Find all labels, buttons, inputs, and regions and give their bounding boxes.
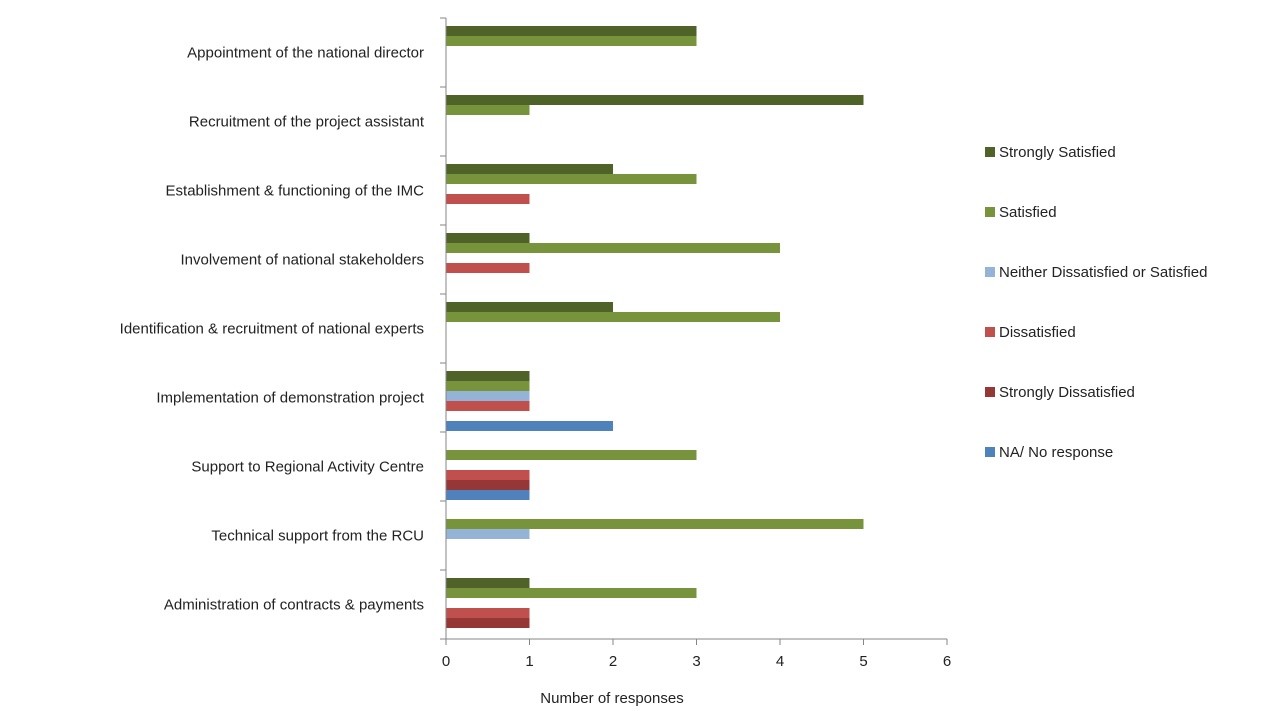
category-label: Support to Regional Activity Centre xyxy=(191,459,424,476)
legend-label-1: Strongly Satisfied xyxy=(999,144,1116,161)
bar-4-series-2 xyxy=(446,243,780,253)
x-tick-label: 3 xyxy=(692,653,700,670)
category-label: Implementation of demonstration project xyxy=(156,390,424,407)
legend-swatch-2 xyxy=(985,207,995,217)
legend-swatch-4 xyxy=(985,327,995,337)
x-tick-label: 5 xyxy=(859,653,867,670)
axes-layer: 0 1 2 3 4 5 6 xyxy=(440,17,951,670)
bar-7-series-5 xyxy=(446,480,530,490)
category-label: Recruitment of the project assistant xyxy=(189,114,425,131)
bar-7-series-4 xyxy=(446,470,530,480)
bar-2-series-1 xyxy=(446,95,864,105)
bar-6-series-2 xyxy=(446,381,530,391)
legend-label-3: Neither Dissatisfied or Satisfied xyxy=(999,264,1207,281)
bar-8-series-2 xyxy=(446,519,864,529)
category-label: Establishment & functioning of the IMC xyxy=(166,183,425,200)
bar-7-series-6 xyxy=(446,490,530,500)
x-tick-label: 6 xyxy=(943,653,951,670)
legend-label-5: Strongly Dissatisfied xyxy=(999,384,1135,401)
legend-label-4: Dissatisfied xyxy=(999,324,1076,341)
bar-5-series-1 xyxy=(446,302,613,312)
legend-swatch-3 xyxy=(985,267,995,277)
bar-9-series-2 xyxy=(446,588,697,598)
bar-1-series-1 xyxy=(446,26,697,36)
bar-2-series-2 xyxy=(446,105,530,115)
bar-9-series-1 xyxy=(446,578,530,588)
legend-swatch-1 xyxy=(985,147,995,157)
legend-swatch-5 xyxy=(985,387,995,397)
x-tick-label: 2 xyxy=(609,653,617,670)
legend: Strongly Satisfied Satisfied Neither Dissa… xyxy=(985,144,1207,461)
x-tick-label: 0 xyxy=(442,653,450,670)
x-tick-label: 4 xyxy=(776,653,784,670)
legend-label-6: NA/ No response xyxy=(999,444,1113,461)
bar-7-series-2 xyxy=(446,450,697,460)
bar-6-series-3 xyxy=(446,391,530,401)
legend-swatch-6 xyxy=(985,447,995,457)
bar-4-series-4 xyxy=(446,263,530,273)
bar-9-series-4 xyxy=(446,608,530,618)
labels-layer: Appointment of the national director Recr… xyxy=(120,45,425,614)
category-label: Technical support from the RCU xyxy=(211,528,424,545)
category-label: Administration of contracts & payments xyxy=(164,597,424,614)
legend-label-2: Satisfied xyxy=(999,204,1057,221)
bar-3-series-4 xyxy=(446,194,530,204)
x-tick-label: 1 xyxy=(525,653,533,670)
bar-5-series-2 xyxy=(446,312,780,322)
bar-3-series-1 xyxy=(446,164,613,174)
bar-6-series-4 xyxy=(446,401,530,411)
bar-1-series-2 xyxy=(446,36,697,46)
category-label: Involvement of national stakeholders xyxy=(181,252,424,269)
bars-layer xyxy=(446,26,864,628)
bar-6-series-6 xyxy=(446,421,613,431)
bar-3-series-2 xyxy=(446,174,697,184)
bar-9-series-5 xyxy=(446,618,530,628)
category-label: Appointment of the national director xyxy=(187,45,424,62)
bar-6-series-1 xyxy=(446,371,530,381)
bar-8-series-3 xyxy=(446,529,530,539)
x-axis-title: Number of responses xyxy=(540,690,683,707)
category-label: Identification & recruitment of national… xyxy=(120,321,424,338)
bar-4-series-1 xyxy=(446,233,530,243)
